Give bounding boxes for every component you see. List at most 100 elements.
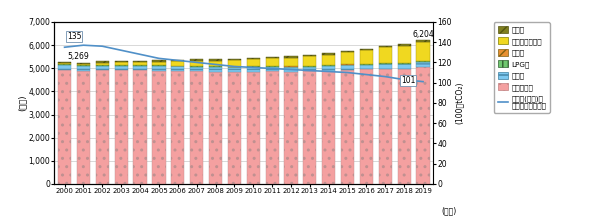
Bar [77,67,90,71]
Bar [114,70,128,184]
Bar [265,58,279,66]
Bar [152,71,166,184]
Bar [303,57,317,66]
Bar [417,42,430,61]
Bar [77,64,90,65]
Text: 6,204: 6,204 [412,30,434,39]
Bar [247,66,260,67]
Bar [265,66,279,67]
Bar [247,67,260,72]
Text: 5,269: 5,269 [67,52,89,61]
Bar [96,61,109,63]
Text: 135: 135 [67,32,81,41]
Bar [58,64,71,65]
Bar [134,70,147,184]
Bar [152,62,166,65]
Bar [417,62,430,67]
Bar [265,57,279,58]
Bar [209,61,222,66]
Bar [303,71,317,184]
Bar [397,46,411,63]
Bar [397,63,411,64]
Bar [284,58,297,67]
Bar [360,50,373,64]
Bar [322,55,335,65]
Bar [360,64,373,65]
Y-axis label: (万台): (万台) [17,95,26,111]
Bar [284,67,297,72]
Text: 101: 101 [401,76,415,85]
Bar [190,71,203,184]
Bar [322,53,335,55]
Bar [322,71,335,184]
Bar [114,61,128,62]
Bar [228,67,241,72]
Bar [360,49,373,50]
Bar [228,59,241,60]
Bar [114,65,128,66]
Bar [397,64,411,69]
Bar [228,60,241,67]
Bar [247,72,260,184]
Bar [417,67,430,184]
Bar [190,60,203,61]
Bar [265,67,279,71]
Bar [77,65,90,67]
Bar [265,71,279,184]
Bar [379,69,392,184]
Bar [152,60,166,62]
Bar [209,66,222,67]
Bar [171,60,184,61]
Bar [77,63,90,64]
Bar [114,62,128,65]
Bar [379,64,392,69]
Bar [134,62,147,65]
Bar [417,61,430,62]
Bar [379,63,392,64]
Bar [190,61,203,66]
Bar [152,65,166,66]
Bar [152,66,166,71]
Bar [322,65,335,66]
Bar [397,44,411,46]
Bar [190,67,203,71]
Bar [341,52,354,64]
Bar [209,67,222,72]
Bar [134,65,147,66]
Bar [58,62,71,63]
Bar [77,71,90,184]
Bar [379,47,392,63]
Bar [228,72,241,184]
Bar [96,63,109,65]
Y-axis label: (100万tCO₂): (100万tCO₂) [455,82,464,124]
Bar [134,61,147,62]
Bar [303,66,317,67]
Bar [303,55,317,57]
Bar [171,66,184,71]
Bar [58,63,71,64]
Bar [397,69,411,184]
Bar [171,61,184,66]
Bar [58,70,71,184]
Bar [58,65,71,70]
Bar [247,58,260,59]
Legend: その他, ハイブリッド車, 電気車, LPG車, 軽油車, ガソリン車, 自動車(旅客)の
二酸化炭素排出量: その他, ハイブリッド車, 電気車, LPG車, 軽油車, ガソリン車, 自動車… [494,22,550,113]
Bar [96,65,109,70]
Bar [417,40,430,42]
Bar [247,59,260,66]
Bar [190,66,203,67]
Bar [341,65,354,70]
Bar [379,46,392,47]
Bar [284,57,297,58]
Bar [284,72,297,184]
Bar [360,65,373,69]
Bar [341,70,354,184]
Bar [134,66,147,70]
Bar [341,51,354,52]
Bar [209,59,222,61]
Bar [96,70,109,184]
Bar [322,66,335,71]
Bar [360,69,373,184]
Bar [171,71,184,184]
Bar [303,67,317,71]
